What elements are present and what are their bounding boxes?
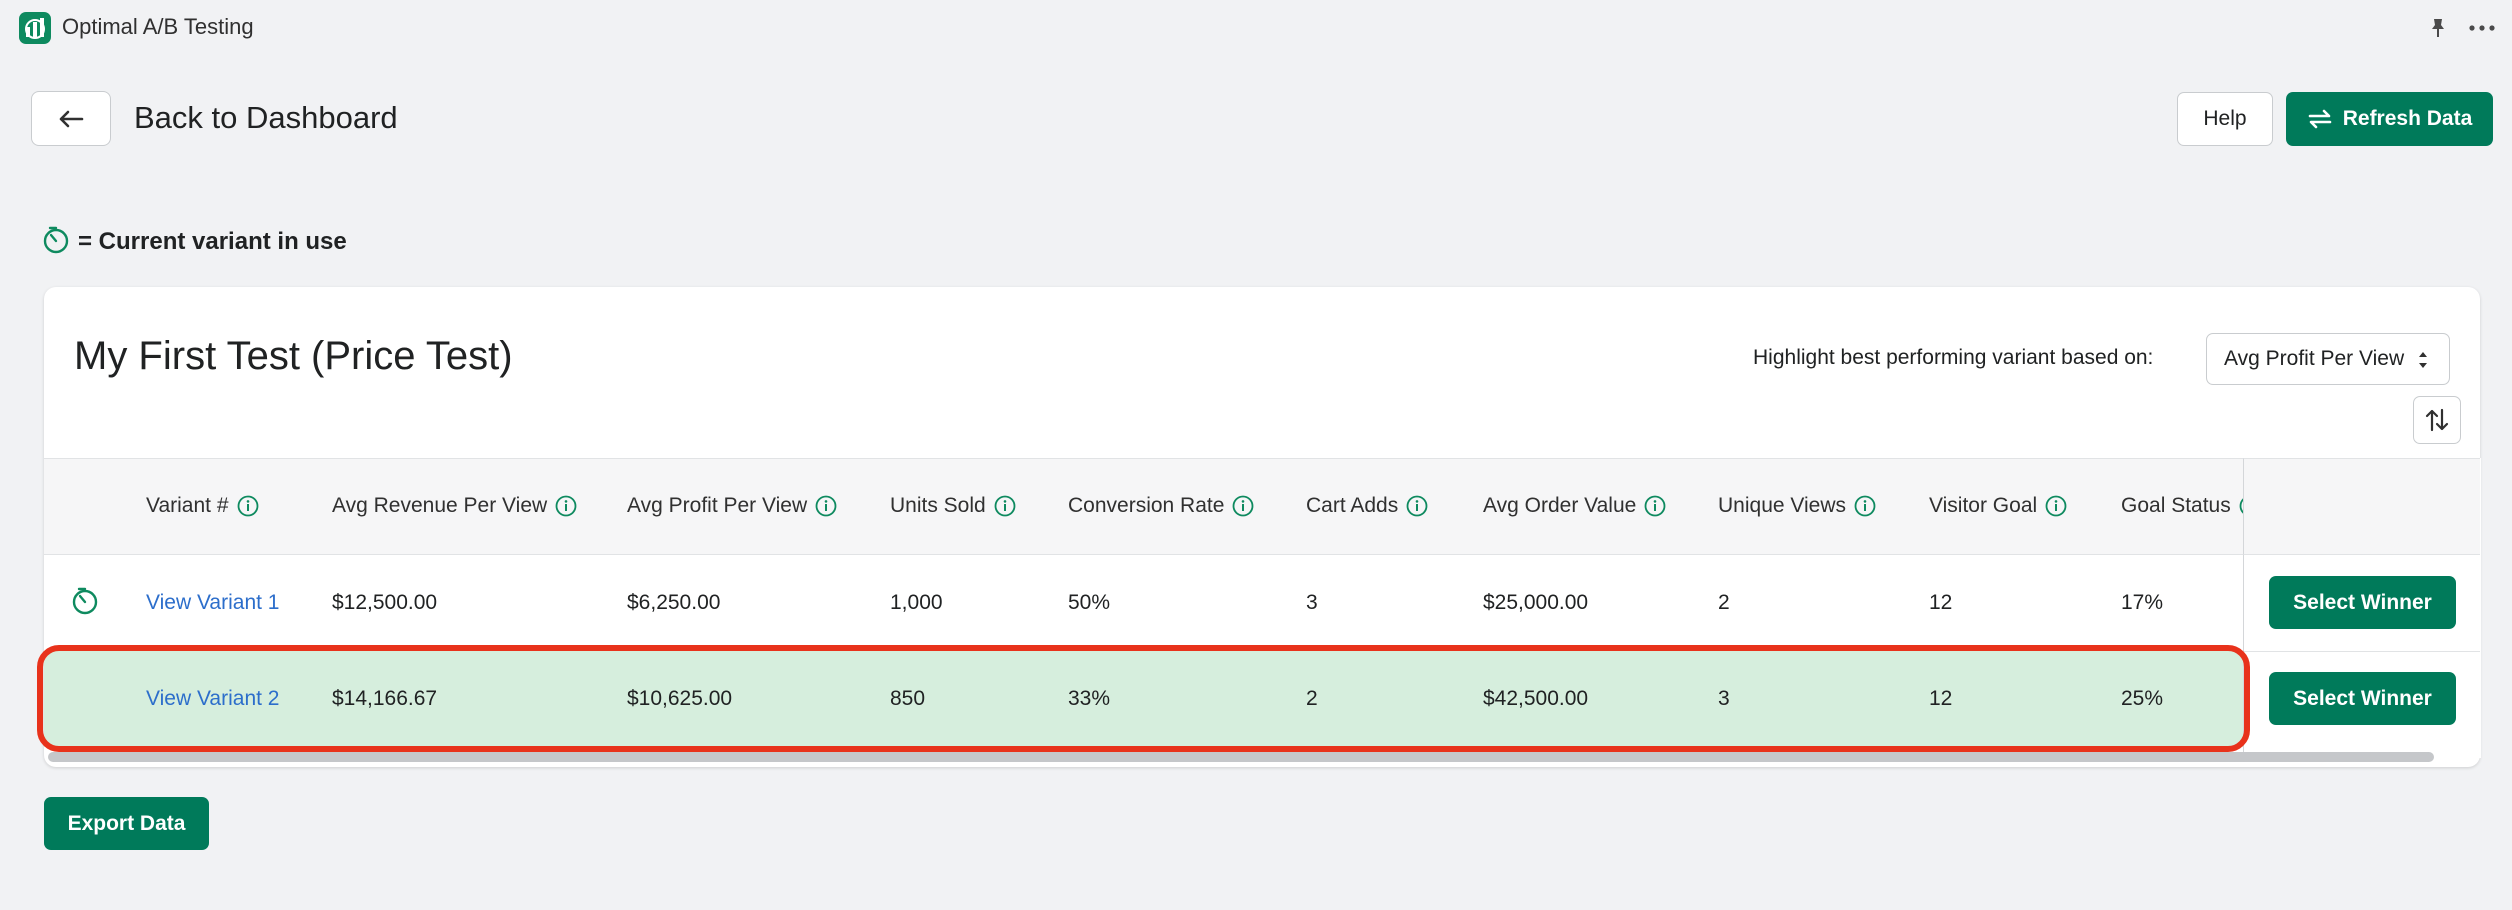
column-header-avg-profit[interactable]: Avg Profit Per View <box>627 494 837 518</box>
cell-cart-adds: 2 <box>1306 687 1318 710</box>
cell-cart-adds: 3 <box>1306 591 1318 614</box>
cell-units-sold: 850 <box>890 687 926 710</box>
current-variant-timer-icon <box>71 587 99 615</box>
app-logo-icon <box>19 12 51 44</box>
actions-row-divider <box>2243 651 2480 652</box>
column-header-visitor-goal[interactable]: Visitor Goal <box>1929 494 2067 518</box>
cell-visitor-goal: 12 <box>1929 687 1953 710</box>
back-button[interactable] <box>31 91 111 146</box>
info-icon[interactable] <box>2045 495 2067 517</box>
legend-text: = Current variant in use <box>78 228 347 255</box>
cell-goal-status: 25% <box>2121 687 2164 710</box>
timer-icon <box>42 226 70 254</box>
select-arrows-icon <box>2417 349 2429 371</box>
sort-arrows-icon <box>2425 408 2449 432</box>
highlight-label: Highlight best performing variant based … <box>1753 346 2154 369</box>
column-header-goal-status[interactable]: Goal Status <box>2121 494 2261 518</box>
cell-conversion-rate: 33% <box>1068 687 1111 710</box>
table-header <box>44 458 2480 555</box>
cell-avg-revenue: $14,166.67 <box>332 687 438 710</box>
cell-visitor-goal: 12 <box>1929 591 1953 614</box>
cell-units-sold: 1,000 <box>890 591 943 614</box>
column-header-variant[interactable]: Variant # <box>146 494 259 518</box>
export-data-button[interactable]: Export Data <box>44 797 209 850</box>
test-title: My First Test (Price Test) <box>74 334 513 378</box>
cell-unique-views: 2 <box>1718 591 1730 614</box>
cell-avg-order-value: $25,000.00 <box>1483 591 1589 614</box>
select-winner-button-variant-1[interactable]: Select Winner <box>2269 576 2456 629</box>
info-icon[interactable] <box>994 495 1016 517</box>
info-icon[interactable] <box>1232 495 1254 517</box>
app-title: Optimal A/B Testing <box>62 14 254 39</box>
info-icon[interactable] <box>815 495 837 517</box>
info-icon[interactable] <box>237 495 259 517</box>
view-variant-2-link[interactable]: View Variant 2 <box>146 687 280 710</box>
cell-avg-order-value: $42,500.00 <box>1483 687 1589 710</box>
cell-avg-profit: $6,250.00 <box>627 591 721 614</box>
highlight-metric-select[interactable]: Avg Profit Per View <box>2206 333 2450 385</box>
help-button[interactable]: Help <box>2177 92 2273 146</box>
info-icon[interactable] <box>1854 495 1876 517</box>
select-winner-button-variant-2[interactable]: Select Winner <box>2269 672 2456 725</box>
cell-goal-status: 17% <box>2121 591 2164 614</box>
column-header-cart-adds[interactable]: Cart Adds <box>1306 494 1428 518</box>
refresh-data-button[interactable]: Refresh Data <box>2286 92 2493 146</box>
highlight-annotation-outline <box>37 645 2250 752</box>
view-variant-1-link[interactable]: View Variant 1 <box>146 591 280 614</box>
info-icon[interactable] <box>555 495 577 517</box>
refresh-arrows-icon <box>2308 109 2332 129</box>
arrow-left-icon <box>59 110 84 127</box>
column-header-units-sold[interactable]: Units Sold <box>890 494 1016 518</box>
cell-conversion-rate: 50% <box>1068 591 1111 614</box>
cell-avg-revenue: $12,500.00 <box>332 591 438 614</box>
cell-avg-profit: $10,625.00 <box>627 687 733 710</box>
pin-icon[interactable] <box>2426 16 2450 40</box>
horizontal-scrollbar[interactable] <box>48 752 2434 762</box>
highlight-metric-value: Avg Profit Per View <box>2224 347 2405 370</box>
cell-unique-views: 3 <box>1718 687 1730 710</box>
column-header-conversion-rate[interactable]: Conversion Rate <box>1068 494 1254 518</box>
info-icon[interactable] <box>1406 495 1428 517</box>
column-header-avg-order-value[interactable]: Avg Order Value <box>1483 494 1666 518</box>
more-options-icon[interactable] <box>2466 16 2498 40</box>
actions-column-header <box>2243 458 2480 555</box>
sort-button[interactable] <box>2413 396 2461 444</box>
column-header-unique-views[interactable]: Unique Views <box>1718 494 1876 518</box>
info-icon[interactable] <box>1644 495 1666 517</box>
refresh-data-label: Refresh Data <box>2342 107 2473 130</box>
highlighted-row-background <box>44 651 2244 747</box>
page-title: Back to Dashboard <box>134 100 398 135</box>
column-header-avg-revenue[interactable]: Avg Revenue Per View <box>332 494 577 518</box>
